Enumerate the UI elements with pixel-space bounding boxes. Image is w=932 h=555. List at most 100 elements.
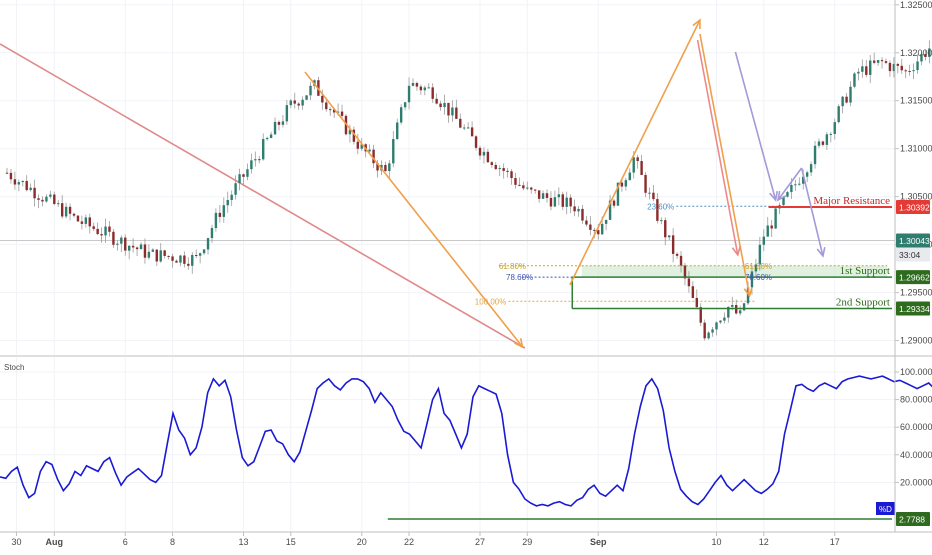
candle-body — [305, 95, 308, 100]
candle-body — [116, 243, 119, 245]
candle-body — [624, 180, 628, 187]
candle-body — [289, 100, 292, 106]
candle-body — [348, 129, 352, 135]
candle-body — [813, 145, 817, 165]
candle-body — [794, 184, 797, 186]
candle-body — [679, 255, 683, 266]
candle-body — [573, 206, 576, 212]
price-badge-text: 1.29334 — [899, 304, 930, 314]
candle-body — [277, 121, 281, 125]
candle-body — [155, 249, 158, 262]
candle-body — [880, 60, 884, 62]
fib-label-61-8: 61.80% — [745, 262, 772, 271]
candle-body — [549, 197, 553, 207]
candle-body — [25, 180, 28, 191]
candle-body — [41, 199, 44, 202]
candle-body — [151, 249, 155, 252]
candle-body — [727, 306, 730, 318]
candle-body — [533, 189, 537, 191]
candle-body — [510, 171, 513, 179]
downtrend-line — [0, 43, 526, 349]
candle-body — [861, 66, 864, 72]
candle-body — [455, 107, 458, 119]
arrow-shaft — [569, 19, 701, 286]
fib-label-100: 100.00% — [475, 297, 507, 306]
candle-body — [246, 169, 249, 177]
arrow-shaft — [777, 167, 803, 201]
candle-body — [76, 215, 80, 222]
x-tick-label: 29 — [522, 537, 532, 547]
x-tick-label: 15 — [286, 537, 296, 547]
x-tick-label: 12 — [759, 537, 769, 547]
first-support-badge: 1.29662 — [896, 270, 930, 285]
candle-body — [463, 127, 466, 129]
candle-body — [620, 182, 624, 187]
candle-body — [671, 235, 675, 254]
candle-body — [616, 182, 620, 206]
candle-body — [92, 226, 95, 229]
candle-body — [809, 164, 813, 173]
candle-body — [439, 103, 442, 108]
candle-body — [530, 187, 533, 190]
candle-body — [68, 206, 72, 214]
candle-body — [33, 187, 36, 199]
candle-body — [120, 237, 123, 244]
candle-body — [593, 229, 596, 231]
candle-body — [269, 134, 273, 139]
current-price-badge: 1.30043 — [896, 233, 930, 248]
candle-body — [179, 255, 182, 263]
candle-body — [916, 61, 919, 71]
candle-body — [541, 193, 545, 199]
candle-body — [384, 164, 387, 172]
fib-label-78-6: 78.60% — [506, 273, 533, 282]
support-zones — [0, 205, 895, 302]
candle-body — [632, 157, 635, 173]
price-badge-bg — [896, 200, 930, 215]
arrow-head — [731, 246, 741, 257]
major-resistance-label: Major Resistance — [813, 195, 890, 207]
candle-body — [368, 149, 371, 152]
candle-body — [451, 107, 454, 116]
candle-body — [336, 111, 340, 113]
candle-body — [356, 141, 360, 149]
fibonacci-labels: 23.60% 61.80% 61.80% 78.60% 78.60% 100.00% — [475, 202, 772, 306]
x-tick-label: 22 — [404, 537, 414, 547]
candle-body — [329, 109, 332, 111]
candle-body — [250, 160, 253, 170]
candle-body — [301, 99, 304, 106]
candle-body — [218, 212, 222, 217]
purple-arrow-up — [776, 167, 803, 202]
candle-body — [896, 63, 900, 66]
candle-body — [84, 217, 88, 224]
price-badge-text: 2.7788 — [899, 515, 925, 525]
candle-body — [210, 228, 214, 239]
candle-body — [853, 73, 856, 87]
candle-body — [518, 184, 521, 186]
candle-body — [766, 225, 769, 237]
candle-body — [195, 254, 198, 256]
candle-body — [135, 247, 139, 250]
stoch-y-tick-label: 100.0000 — [900, 367, 932, 377]
candle-body — [604, 219, 608, 224]
candle-body — [234, 183, 237, 195]
major-resistance-badge: 1.30392 — [896, 200, 930, 215]
y-tick-label: 1.31000 — [900, 144, 932, 154]
candle-body — [407, 85, 411, 103]
stoch-y-tick-label: 60.0000 — [900, 422, 932, 432]
candle-body — [664, 220, 667, 238]
candle-body — [498, 168, 501, 170]
candle-body — [569, 197, 572, 207]
candle-body — [884, 61, 888, 63]
pink-arrow-down — [696, 39, 741, 257]
candle-body — [537, 190, 541, 199]
candle-body — [486, 151, 490, 163]
candle-body — [17, 182, 21, 185]
candle-body — [738, 310, 742, 314]
candle-body — [675, 253, 679, 256]
candle-body — [265, 138, 269, 140]
first-support-label: 1st Support — [840, 265, 890, 277]
candle-body — [600, 223, 604, 235]
candle-body — [100, 234, 103, 236]
